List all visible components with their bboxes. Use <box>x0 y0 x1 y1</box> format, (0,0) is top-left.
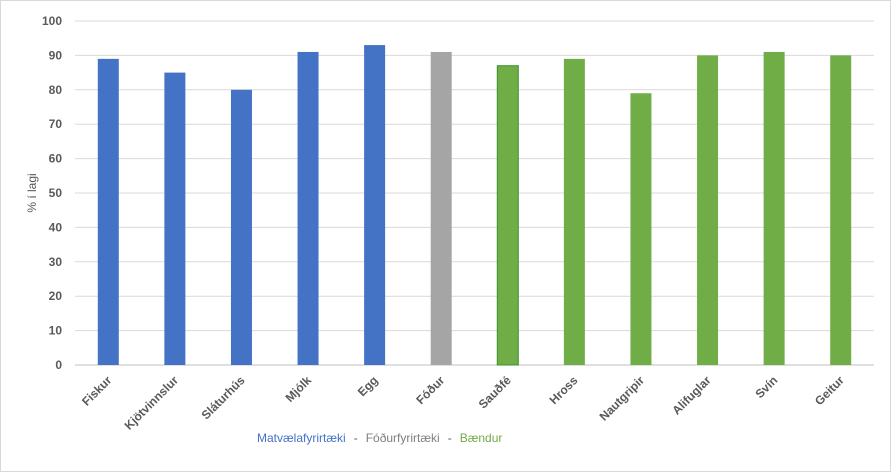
x-tick-labels: Fiskur Kjötvinnslur Sláturhús Mjólk Egg Fóður… <box>79 373 847 433</box>
x-tick-label: Svín <box>752 373 780 401</box>
bar-2 <box>230 89 252 366</box>
gridlines <box>75 20 874 366</box>
bar-8 <box>630 93 652 366</box>
legend-separator: - <box>447 431 452 445</box>
bar-3 <box>297 51 319 366</box>
y-tick-label: 20 <box>49 289 63 303</box>
bar-1 <box>164 72 186 365</box>
y-tick-label: 70 <box>49 117 63 131</box>
y-tick-label: 30 <box>49 255 63 269</box>
y-tick-label: 40 <box>49 220 63 234</box>
x-tick-label: Hross <box>547 373 581 407</box>
bar-9 <box>697 55 719 366</box>
x-tick-label: Mjólk <box>283 373 315 405</box>
y-tick-label: 50 <box>49 186 63 200</box>
x-tick-label: Egg <box>355 373 381 399</box>
y-tick-label: 0 <box>55 358 62 372</box>
y-tick-label: 100 <box>42 14 62 28</box>
y-tick-label: 10 <box>49 324 63 338</box>
y-tick-label: 80 <box>49 83 63 97</box>
x-tick-label: Geitur <box>812 373 847 408</box>
bar-5 <box>430 51 452 366</box>
legend: Matvælafyrirtæki - Fóðurfyrirtæki - Bændur <box>257 431 502 445</box>
legend-item-baendur: Bændur <box>459 431 503 445</box>
y-tick-label: 60 <box>49 152 63 166</box>
y-tick-labels: 0 10 20 30 40 50 60 70 80 90 100 <box>42 14 62 372</box>
legend-item-matvaelafyrirtaeki: Matvælafyrirtæki <box>257 431 346 445</box>
x-tick-label: Sauðfé <box>476 373 514 411</box>
legend-separator: - <box>353 431 358 445</box>
x-tick-label: Alifuglar <box>669 373 714 418</box>
x-tick-label: Fóður <box>413 373 447 407</box>
x-tick-label: Sláturhús <box>199 373 248 422</box>
bar-6 <box>496 65 519 366</box>
bar-11 <box>830 55 852 366</box>
x-tick-label: Fiskur <box>79 373 115 409</box>
y-axis-title: % í lagi <box>25 173 39 212</box>
bar-10 <box>763 51 785 366</box>
legend-item-fodurfyrirtaeki: Fóðurfyrirtæki <box>365 431 440 445</box>
x-tick-label: Kjötvinnslur <box>122 373 182 433</box>
bar-7 <box>563 58 585 366</box>
bar-0 <box>97 58 119 366</box>
x-tick-label: Nautgripir <box>597 373 648 424</box>
y-tick-label: 90 <box>49 48 63 62</box>
bars <box>97 45 852 366</box>
bar-4 <box>364 45 386 366</box>
